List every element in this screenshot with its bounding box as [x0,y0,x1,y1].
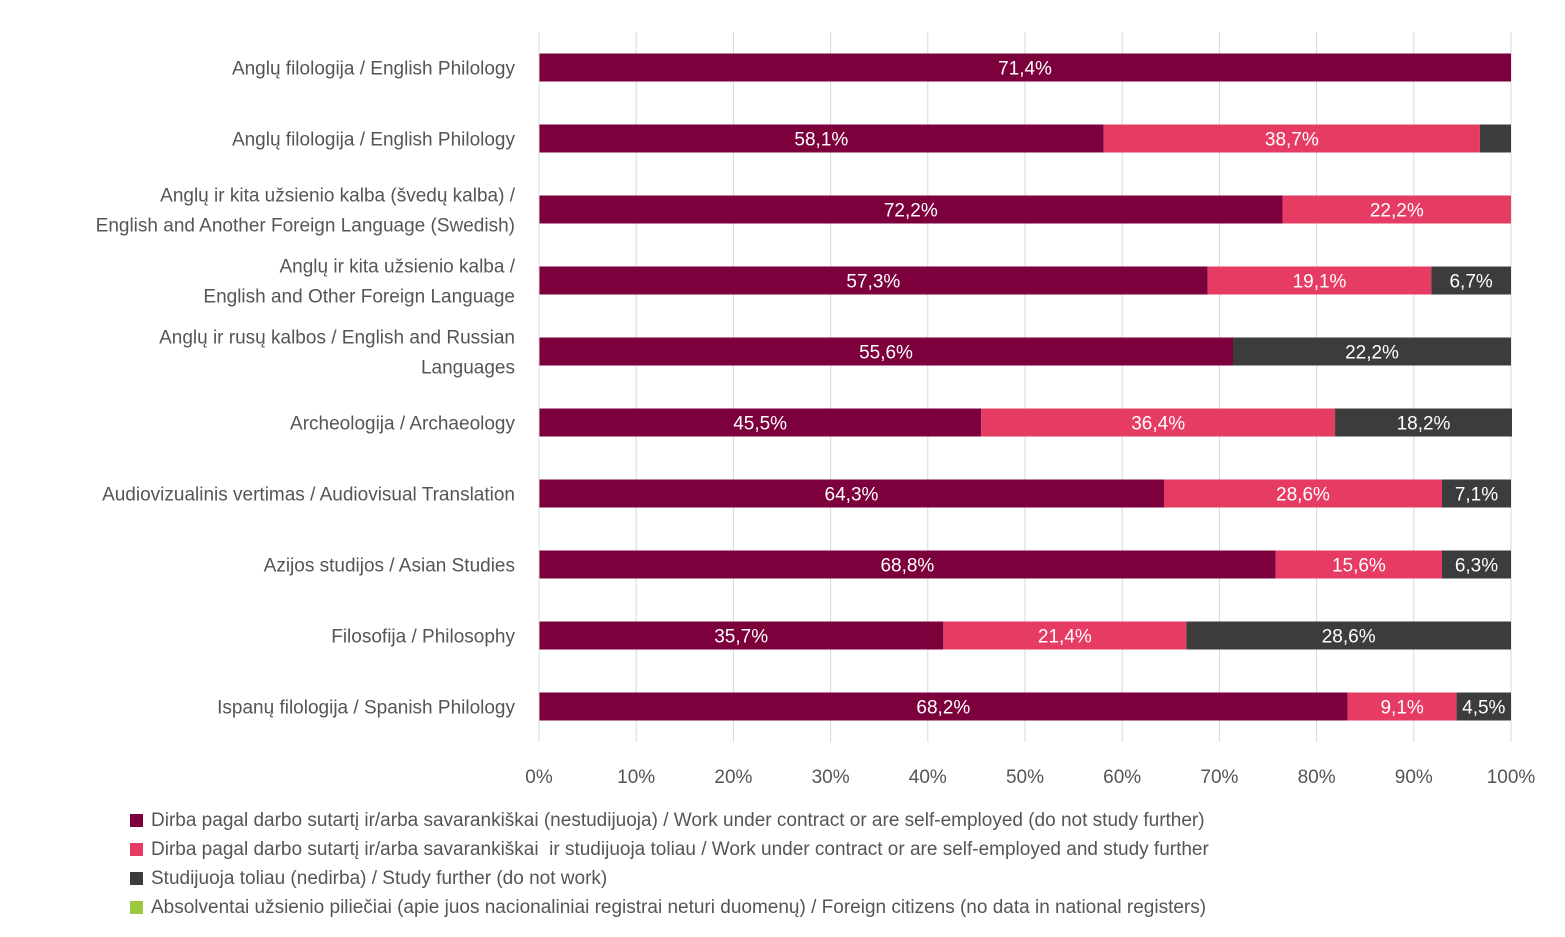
data-label: 68,8% [880,556,934,577]
category-label: Anglų filologija / English Philology [232,59,516,80]
bar-segment [539,195,1283,224]
data-label: 22,2% [1370,201,1424,222]
bar-segment [539,408,982,437]
category-label: Anglų filologija / English Philology [232,130,516,151]
bar-segment [539,621,944,650]
category-label: Anglų ir rusų kalbos / English and Russi… [159,328,515,349]
data-label: 64,3% [825,485,879,506]
bar-segment [1335,408,1512,437]
x-tick-label: 100% [1487,767,1536,788]
bar-segment [539,692,1348,721]
category-label: Anglų ir kita užsienio kalba / [279,257,515,278]
data-label: 28,6% [1276,485,1330,506]
legend-label: Dirba pagal darbo sutartį ir/arba savara… [151,838,1209,860]
data-label: 35,7% [714,627,768,648]
legend-label: Absolventai užsienio piliečiai (apie juo… [151,896,1207,918]
bar-segment [539,124,1104,153]
bar-segment [539,337,1234,366]
data-label: 4,5% [1462,698,1505,719]
x-tick-label: 30% [812,767,850,788]
chart-legend: Dirba pagal darbo sutartį ir/arba savara… [130,806,1550,922]
bar-segment [1207,266,1432,295]
data-label: 45,5% [733,414,787,435]
data-label: 6,7% [1449,272,1492,293]
x-tick-label: 0% [525,767,553,788]
bar-segment [1103,124,1480,153]
bar-segment [1479,124,1511,153]
x-tick-label: 90% [1395,767,1433,788]
bar-segment [1441,550,1511,579]
x-tick-label: 40% [909,767,947,788]
x-tick-label: 80% [1298,767,1336,788]
bar-segment [1163,479,1442,508]
data-label: 58,1% [794,130,848,151]
data-label: 38,7% [1265,130,1319,151]
bar-segment [539,266,1208,295]
bar-segment [1233,337,1511,366]
chart-plot-area: 71,4% Anglų filologija / English Philolog… [96,32,1536,788]
data-label: 72,2% [884,201,938,222]
x-tick-label: 70% [1200,767,1238,788]
x-tick-label: 50% [1006,767,1044,788]
legend-swatch [130,843,143,856]
category-label: English and Another Foreign Language (Sw… [96,216,515,237]
bar-segment [1431,266,1511,295]
data-label: 36,4% [1131,414,1185,435]
data-label: 19,1% [1293,272,1347,293]
category-label: Archeologija / Archaeology [290,414,515,435]
bar-segment [1275,550,1442,579]
bar-segment [1347,692,1457,721]
bar-segment [1441,479,1511,508]
legend-label: Studijuoja toliau (nedirba) / Study furt… [151,867,608,889]
category-label: Anglų ir kita užsienio kalba (švedų kalb… [160,186,516,207]
data-label: 18,2% [1397,414,1451,435]
data-label: 15,6% [1332,556,1386,577]
x-tick-label: 60% [1103,767,1141,788]
bar-segment [539,53,1511,82]
data-label: 71,4% [998,59,1052,80]
category-label: Ispanų filologija / Spanish Philology [217,698,515,719]
legend-label: Dirba pagal darbo sutartį ir/arba savara… [151,809,1205,831]
legend-swatch [130,901,143,914]
category-label: Filosofija / Philosophy [331,627,515,648]
data-label: 21,4% [1038,627,1092,648]
category-label: English and Other Foreign Language [203,287,515,308]
data-label: 55,6% [859,343,913,364]
data-label: 57,3% [846,272,900,293]
legend-swatch [130,814,143,827]
data-label: 68,2% [916,698,970,719]
data-label: 28,6% [1322,627,1376,648]
bar-segment [943,621,1187,650]
bar-segment [1456,692,1511,721]
bar-segment [1186,621,1511,650]
x-tick-label: 20% [714,767,752,788]
legend-item: Dirba pagal darbo sutartį ir/arba savara… [130,806,1550,835]
legend-swatch [130,872,143,885]
category-label: Audiovizualinis vertimas / Audiovisual T… [102,485,515,506]
bar-segment [539,479,1164,508]
bar-segment [1282,195,1511,224]
legend-item: Absolventai užsienio piliečiai (apie juo… [130,893,1550,922]
data-label: 9,1% [1380,698,1423,719]
category-label: Azijos studijos / Asian Studies [264,556,515,577]
bar-segment [539,550,1276,579]
x-tick-label: 10% [617,767,655,788]
legend-item: Studijuoja toliau (nedirba) / Study furt… [130,864,1550,893]
data-label: 7,1% [1455,485,1498,506]
category-label: Languages [421,358,515,379]
bar-segment [981,408,1336,437]
data-label: 6,3% [1455,556,1498,577]
legend-item: Dirba pagal darbo sutartį ir/arba savara… [130,835,1550,864]
data-label: 22,2% [1345,343,1399,364]
